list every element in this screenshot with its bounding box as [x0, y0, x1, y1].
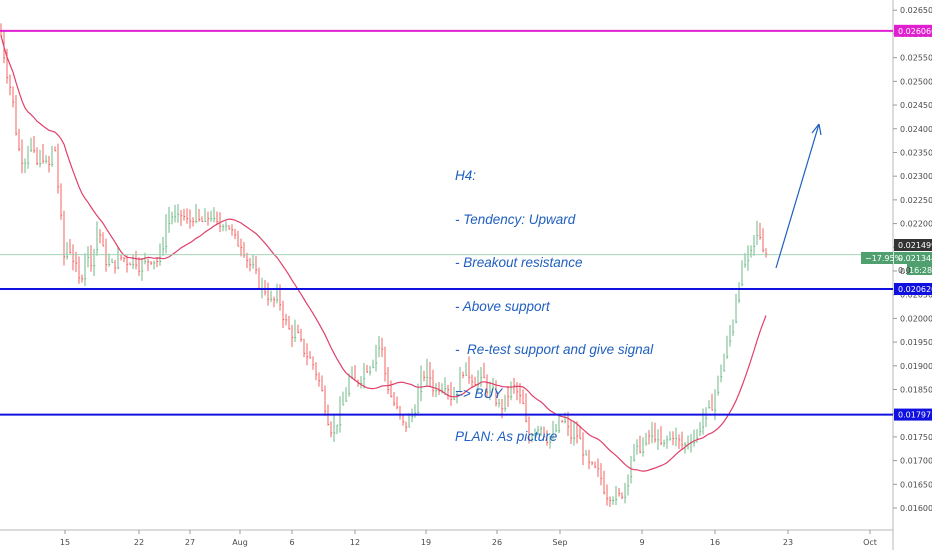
moving-average-line [0, 35, 767, 472]
arrow-shaft [775, 123, 820, 269]
annotation-line: - Above support [455, 298, 550, 314]
y-tick-label: 0.016000 [900, 504, 932, 513]
price-label-box [894, 239, 932, 251]
annotation-line: - Re-test support and give signal [455, 342, 654, 357]
annotation-line: - Breakout resistance [455, 255, 583, 270]
level-label: 0.017971 [898, 411, 932, 420]
annotation-line: - Tendency: Upward [455, 211, 576, 227]
level-label: 0.026066 [898, 27, 932, 36]
x-tick-label: 15 [60, 538, 70, 547]
price-label-box [894, 252, 932, 264]
plot-area [0, 0, 893, 530]
annotation-line: PLAN: As picture [455, 429, 558, 444]
x-tick-label: 6 [289, 538, 294, 547]
arrow-head [811, 123, 822, 136]
price-axis-labels: 0.021499 0.021344−17.95% 16:280.0 [861, 239, 932, 275]
level-label-box [894, 408, 932, 421]
x-tick-label: 9 [639, 538, 644, 547]
x-tick-label: 27 [185, 538, 195, 547]
x-tick-label: 16 [710, 538, 720, 547]
price-label: 0.021344 [898, 254, 932, 263]
level-label-box [894, 282, 932, 295]
partial-tick-label: 0.0 [898, 266, 911, 275]
x-tick-label: 22 [134, 538, 144, 547]
x-tick-label: Aug [232, 538, 248, 547]
price-label: 0.021499 [898, 241, 932, 250]
x-tick-label: 12 [350, 538, 360, 547]
analysis-annotation[interactable]: H4: - Tendency: Upward - Breakout resist… [455, 140, 653, 459]
x-tick-label: 26 [492, 538, 502, 547]
x-tick-label: 19 [421, 538, 431, 547]
change-label: −17.95% [865, 254, 903, 263]
time-axis[interactable]: 15 22 27 Aug 6 12 19 26 Sep 9 16 23 Oct [60, 530, 877, 547]
level-label-box [894, 24, 932, 37]
countdown-box [907, 264, 932, 275]
countdown-label: 16:28 [909, 266, 932, 275]
x-tick-label: Sep [552, 538, 567, 547]
trend-arrow[interactable] [775, 123, 822, 269]
annotation-line: H4: [455, 168, 477, 183]
change-label-box [861, 252, 893, 264]
x-tick-label: 23 [783, 538, 793, 547]
annotation-line: => BUY [455, 385, 503, 401]
x-tick-label: Oct [863, 538, 877, 547]
